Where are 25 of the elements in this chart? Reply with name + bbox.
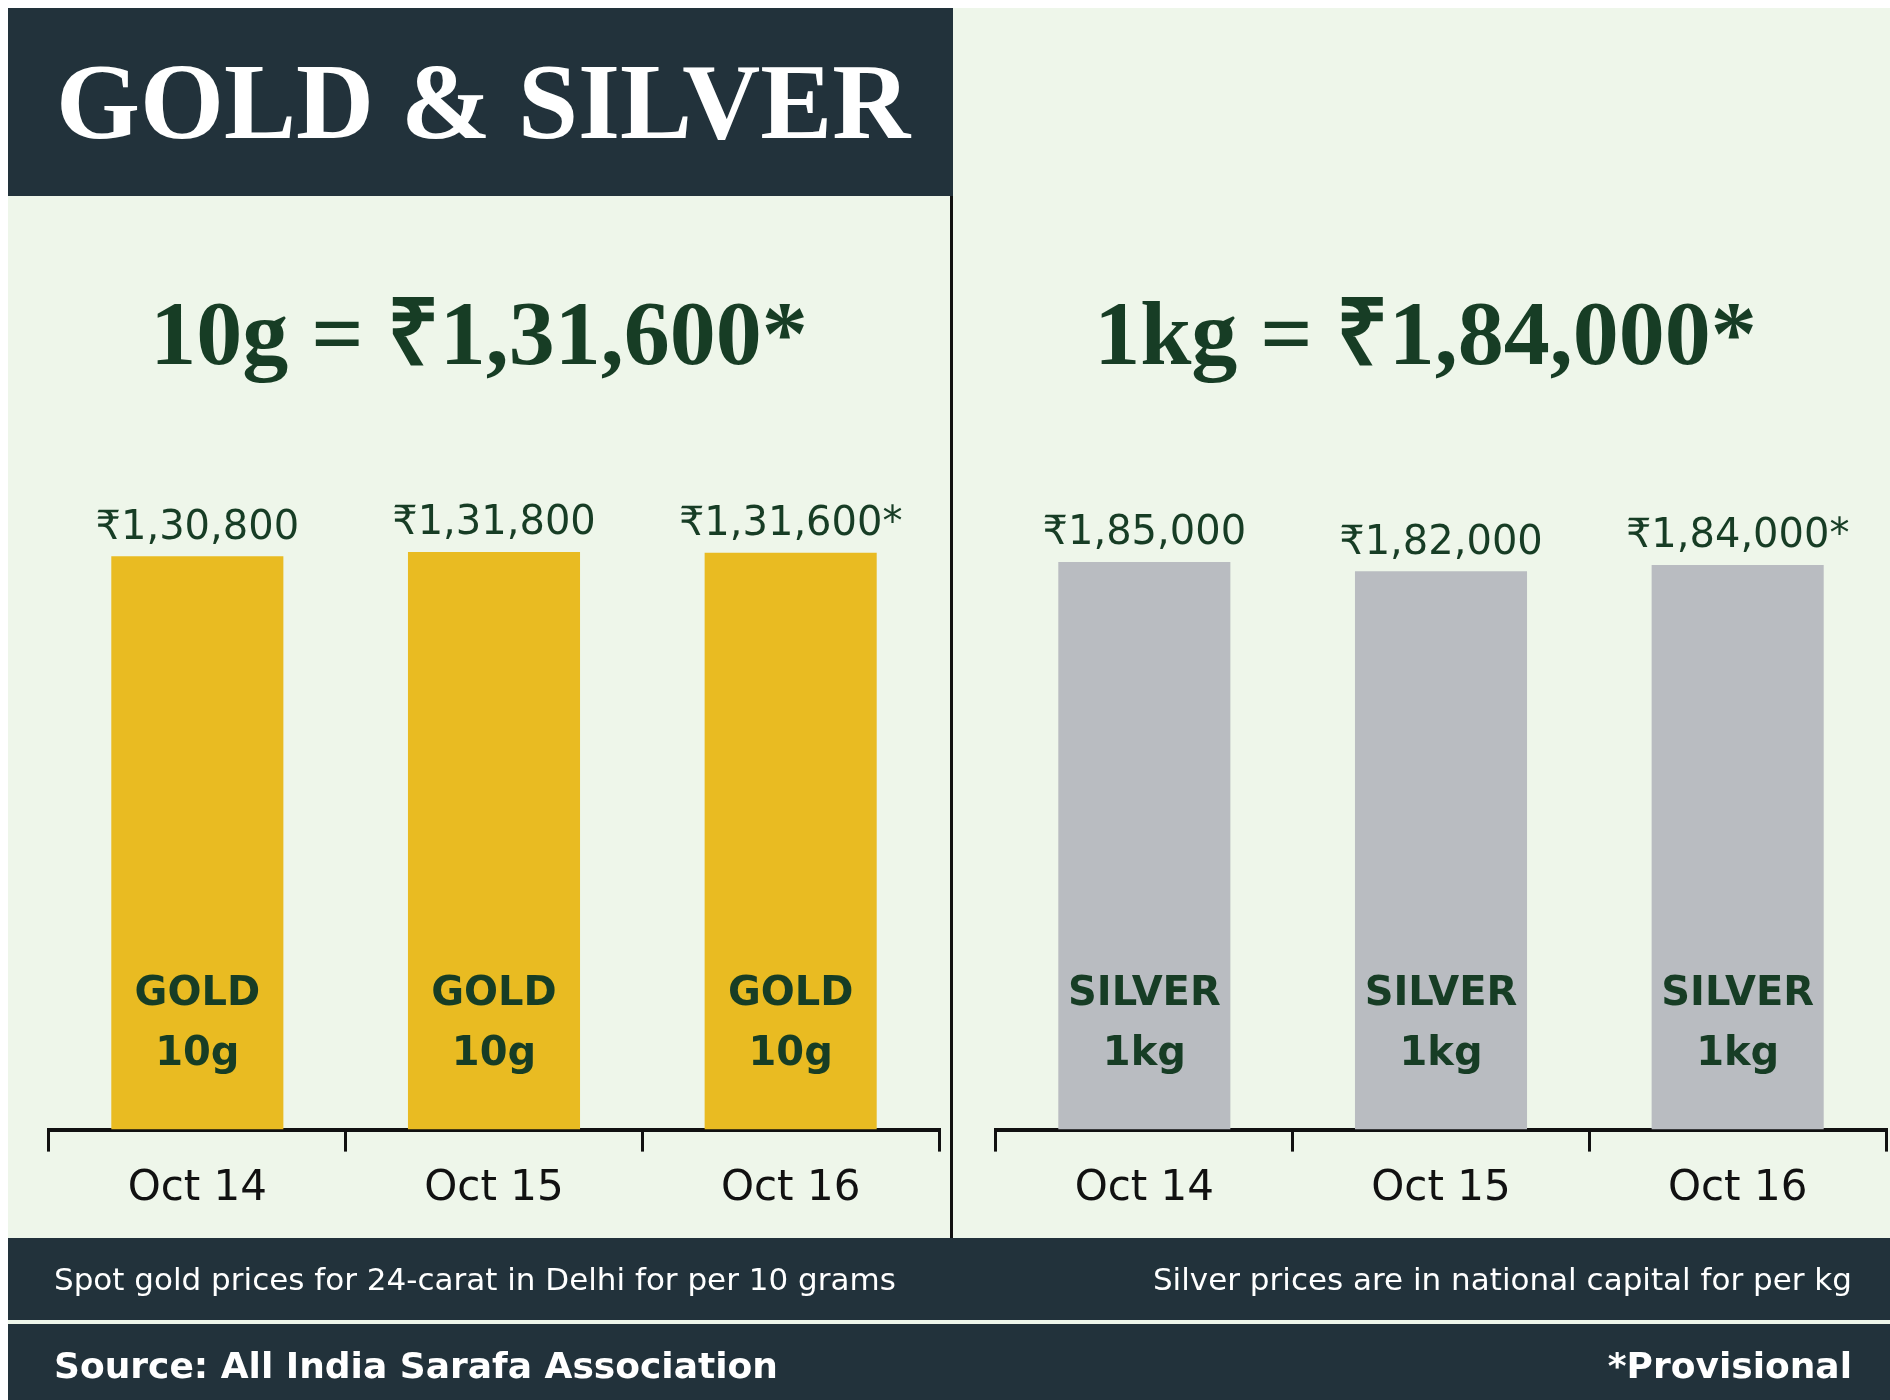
source-note: Source: All India Sarafa Association xyxy=(8,1324,953,1400)
text: Spot gold prices for 24-carat in Delhi for per 10 grams xyxy=(8,1238,953,1320)
text: *Provisional xyxy=(953,1324,1890,1400)
annotation: GOLD 10g xyxy=(431,967,557,1074)
chart-title: GOLD & SILVER xyxy=(56,41,911,163)
chart-subtitle: 10g = ₹1,31,600* xyxy=(150,281,808,386)
chart-subtitle: 1kg = ₹1,84,000* xyxy=(1094,281,1757,386)
annotation: SILVER 1kg xyxy=(1660,967,1814,1074)
data-label: ₹1,84,000* xyxy=(1625,510,1849,557)
annotation: SILVER 1kg xyxy=(1067,967,1221,1074)
x-tick-label: Oct 16 xyxy=(720,1160,861,1210)
x-tick-label: Oct 15 xyxy=(424,1160,564,1210)
text: Silver prices are in national capital for per kg xyxy=(953,1238,1890,1320)
data-label: ₹1,31,800 xyxy=(392,497,596,544)
x-tick-label: Oct 16 xyxy=(1667,1160,1807,1210)
x-tick-label: Oct 14 xyxy=(1074,1160,1214,1210)
annotation: GOLD 10g xyxy=(727,967,854,1074)
x-tick-label: Oct 15 xyxy=(1370,1160,1511,1210)
data-label: ₹1,30,800 xyxy=(95,501,300,548)
annotation: SILVER 1kg xyxy=(1364,967,1517,1074)
annotation: GOLD 10g xyxy=(134,967,261,1074)
data-label: ₹1,31,600* xyxy=(678,498,903,545)
x-tick-label: Oct 14 xyxy=(127,1160,268,1210)
data-label: ₹1,82,000 xyxy=(1338,516,1543,563)
data-label: ₹1,85,000 xyxy=(1042,507,1246,554)
